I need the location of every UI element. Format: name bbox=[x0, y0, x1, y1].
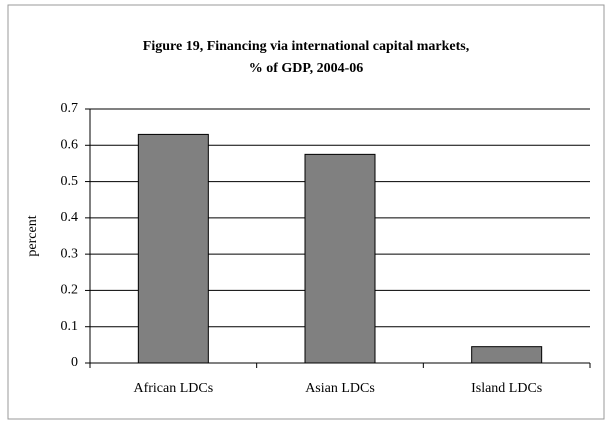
bar bbox=[304, 153, 376, 364]
y-tick-label: 0.5 bbox=[61, 174, 79, 189]
y-axis-label: percent bbox=[25, 215, 40, 256]
y-tick-label: 0.7 bbox=[61, 101, 79, 116]
y-tick-label: 0 bbox=[71, 355, 78, 370]
y-tick-label: 0.4 bbox=[61, 210, 79, 225]
chart-title: Figure 19, Financing via international c… bbox=[143, 39, 469, 54]
bar bbox=[137, 133, 209, 364]
chart-title: % of GDP, 2004-06 bbox=[249, 61, 364, 76]
bar bbox=[471, 346, 543, 364]
x-tick-label: African LDCs bbox=[133, 381, 213, 396]
y-tick-label: 0.3 bbox=[61, 246, 79, 261]
y-tick-label: 0.6 bbox=[61, 138, 79, 153]
x-tick-label: Island LDCs bbox=[471, 381, 542, 396]
x-tick-label: Asian LDCs bbox=[305, 381, 375, 396]
y-tick-label: 0.2 bbox=[61, 283, 79, 298]
y-tick-label: 0.1 bbox=[61, 319, 79, 334]
chart-border bbox=[7, 4, 605, 420]
